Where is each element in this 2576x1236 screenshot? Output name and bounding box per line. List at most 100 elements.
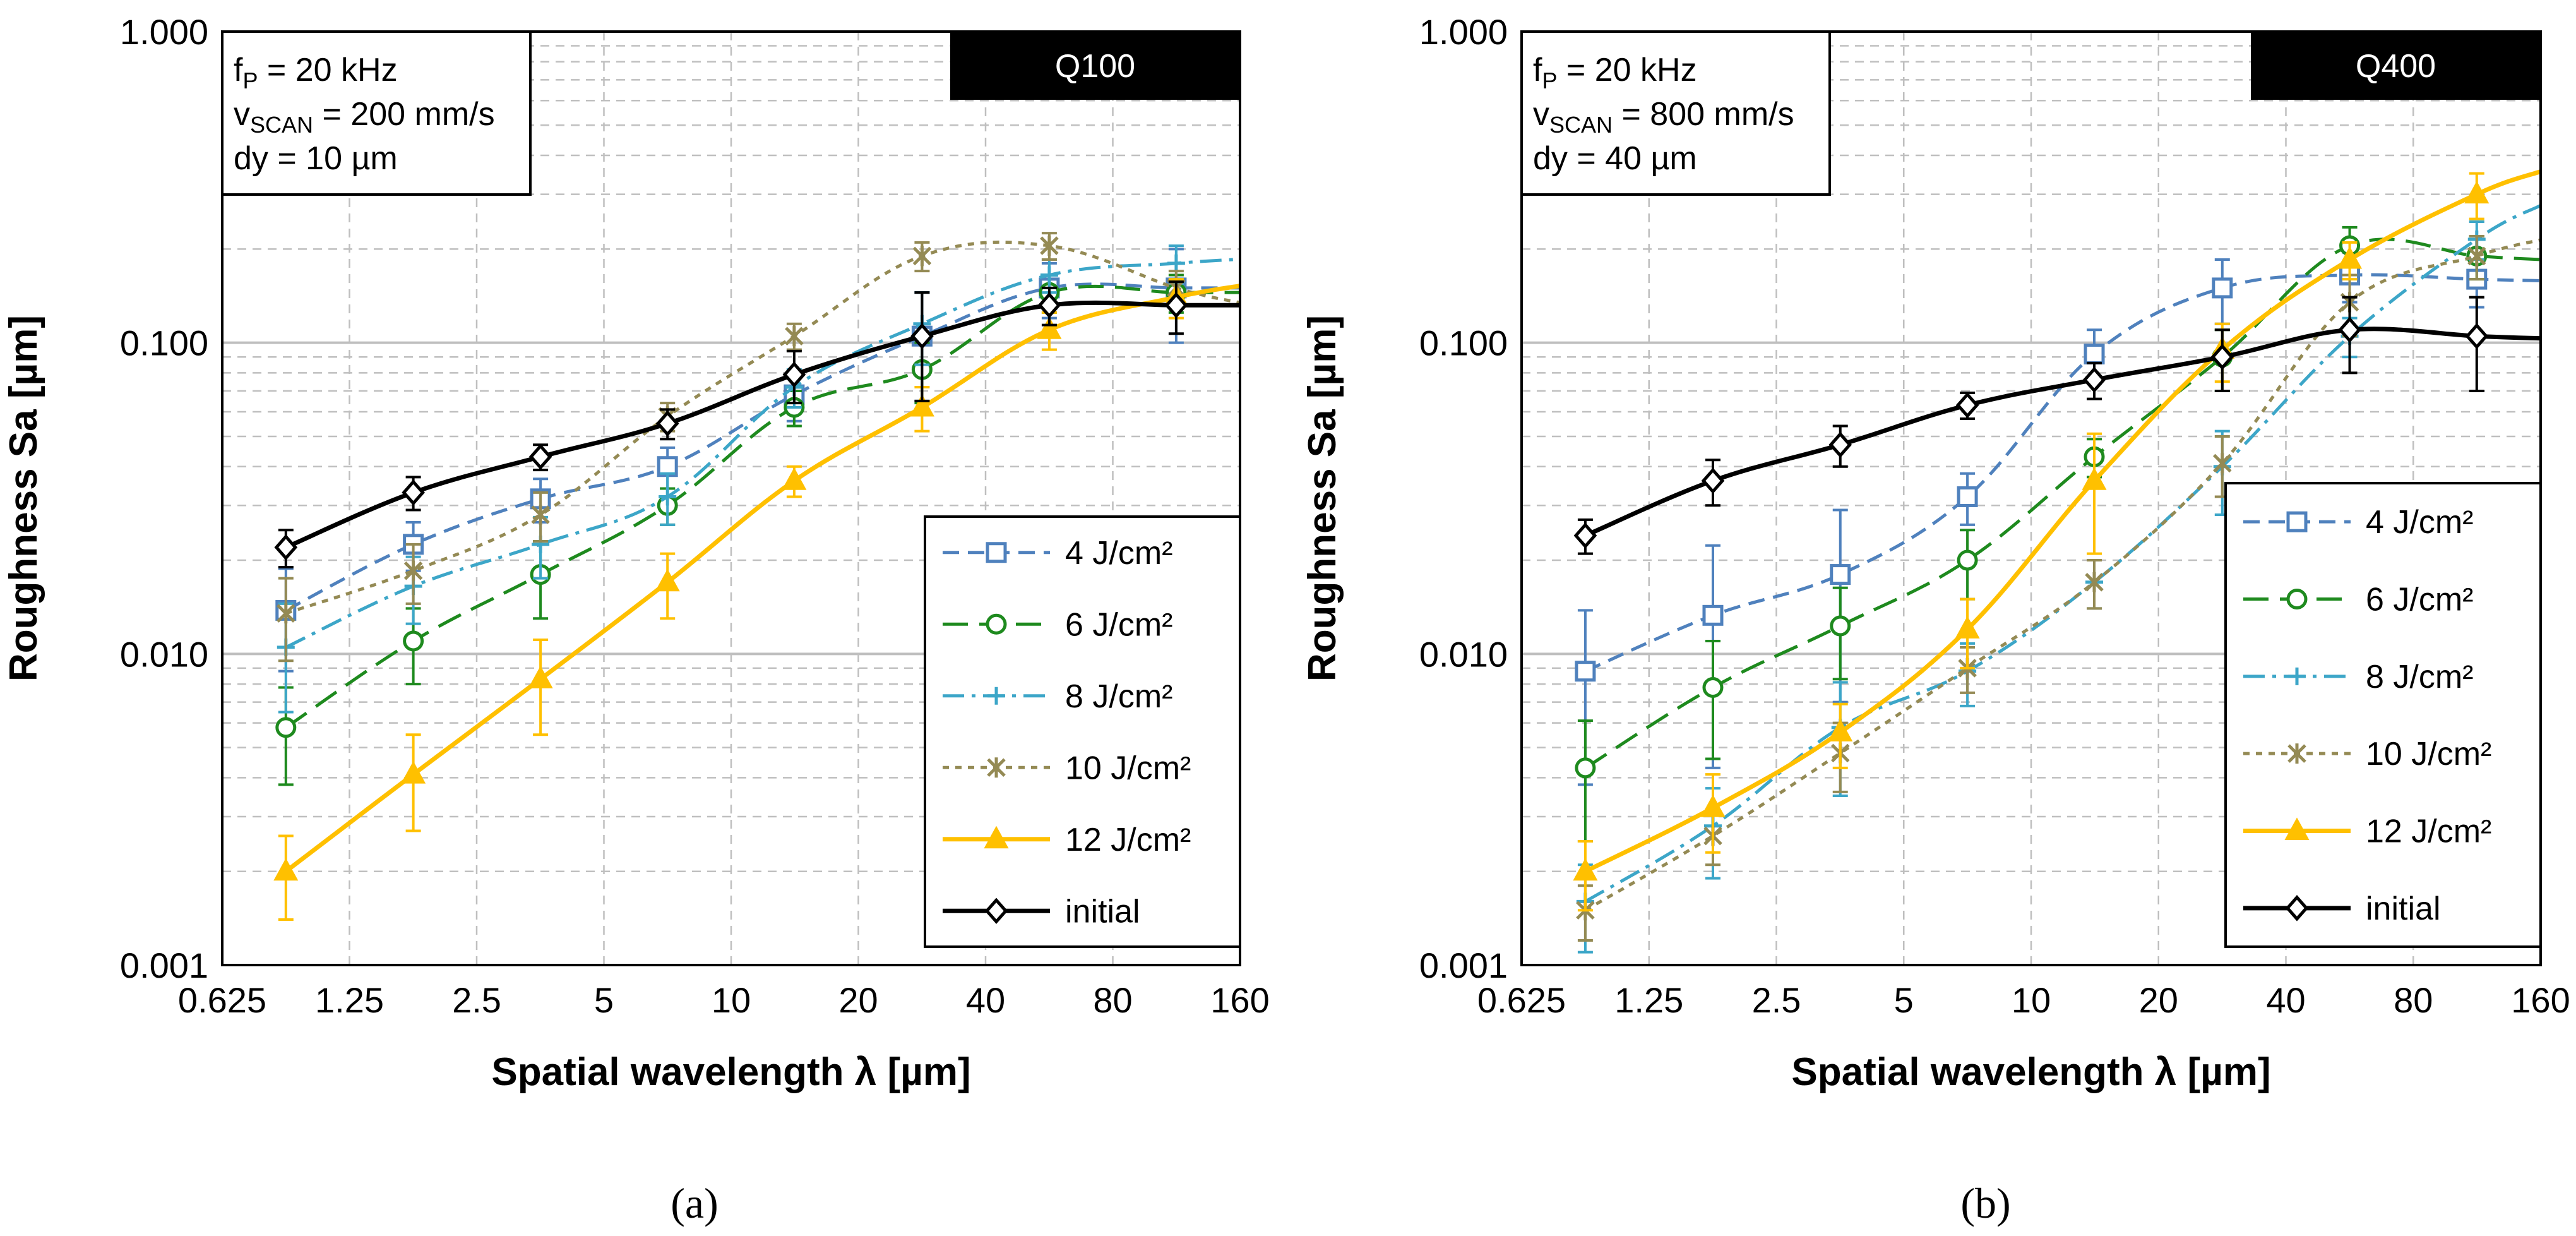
data-point — [1575, 661, 1596, 682]
x-tick-label: 0.625 — [178, 980, 266, 1020]
legend-marker — [2286, 511, 2308, 532]
data-point — [1575, 757, 1596, 779]
scan-speed-text: vSCAN = 800 mm/s — [1533, 96, 1794, 138]
tag-box: Q400 — [2251, 32, 2541, 100]
series-group — [273, 232, 1241, 921]
y-tick-labels: 0.001 0.010 0.100 1.000 — [120, 12, 208, 985]
legend-item: initial — [2243, 891, 2441, 927]
data-point — [782, 361, 806, 388]
legend-marker — [987, 757, 1006, 778]
error-bar — [2087, 432, 2102, 555]
x-tick-label: 160 — [1210, 980, 1269, 1020]
legend-marker — [984, 825, 1009, 849]
data-point — [910, 323, 934, 350]
series-line — [285, 282, 1240, 612]
data-point — [655, 410, 679, 437]
frequency-text: fP = 20 kHz — [1533, 52, 1697, 93]
legend-label: 4 J/cm² — [2366, 504, 2473, 541]
x-tick-label: 40 — [966, 980, 1005, 1020]
error-bar — [1705, 639, 1720, 760]
legend-item: 10 J/cm² — [2243, 736, 2491, 772]
data-point — [1573, 858, 1598, 881]
legend: 4 J/cm² 6 J/cm² 8 J/cm² 10 J/cm² 12 J/cm² ini… — [2224, 482, 2542, 948]
series-initial — [274, 280, 1240, 569]
x-tick-label: 20 — [2139, 980, 2178, 1020]
series-line — [285, 300, 1240, 549]
data-point — [2082, 366, 2106, 393]
x-tick-label: 2.5 — [1752, 980, 1801, 1020]
y-tick-label: 1.000 — [1419, 12, 1508, 52]
legend-marker — [2287, 743, 2306, 764]
x-tick-labels: 0.625 1.25 2.5 5 10 20 40 80 160 — [1477, 980, 2570, 1020]
legend-marker — [986, 613, 1007, 635]
x-axis-title: Spatial wavelength λ [µm] — [1791, 1050, 2270, 1094]
frequency-text: fP = 20 kHz — [234, 52, 398, 93]
gridlines — [222, 32, 1240, 965]
legend-frame — [2224, 482, 2542, 948]
data-point — [1830, 564, 1851, 585]
tag-label: Q400 — [2356, 48, 2436, 85]
data-point — [2213, 453, 2232, 474]
line-spacing-text: dy = 10 µm — [234, 140, 398, 177]
data-point — [1040, 266, 1058, 284]
legend-item: 12 J/cm² — [2243, 813, 2491, 850]
data-point — [2338, 316, 2361, 344]
data-point — [2212, 277, 2233, 299]
legend-item: 8 J/cm² — [943, 678, 1172, 715]
x-tick-label: 2.5 — [452, 980, 501, 1020]
legend-marker — [2285, 895, 2309, 921]
legend-label: 6 J/cm² — [2366, 582, 2473, 618]
tag-box-fill — [950, 32, 1240, 100]
data-point — [1037, 292, 1061, 319]
legend-label: initial — [2366, 891, 2441, 927]
y-tick-label: 0.010 — [120, 634, 208, 674]
y-tick-label: 0.010 — [1419, 634, 1508, 674]
legend-label: 8 J/cm² — [2366, 659, 2473, 695]
data-point — [1700, 795, 1726, 817]
data-point — [655, 568, 680, 592]
legend-label: 4 J/cm² — [1065, 535, 1172, 572]
parameter-box-frame — [1520, 30, 1831, 196]
legend-marker — [2286, 589, 2308, 609]
scan-speed-text: vSCAN = 200 mm/s — [234, 96, 495, 138]
data-point — [1573, 522, 1597, 549]
x-tick-label: 5 — [594, 980, 614, 1020]
series-line — [284, 284, 1241, 873]
legend-marker — [2288, 667, 2306, 685]
legend-label: 6 J/cm² — [1065, 606, 1172, 643]
data-point — [403, 560, 423, 581]
legend-label: initial — [1065, 893, 1140, 930]
tag-box-fill — [2251, 32, 2541, 100]
panel-label: (a) — [671, 1179, 718, 1227]
plot-frame — [221, 30, 1241, 966]
series-line — [1584, 204, 2542, 903]
legend: 4 J/cm² 6 J/cm² 8 J/cm² 10 J/cm² 12 J/cm² ini… — [924, 515, 1241, 948]
data-point — [1702, 604, 1724, 626]
x-tick-labels: 0.625 1.25 2.5 5 10 20 40 80 160 — [178, 980, 1270, 1020]
series-line — [1584, 238, 2541, 912]
legend-label: 10 J/cm² — [2366, 736, 2491, 772]
data-point — [1701, 467, 1725, 495]
data-point — [1955, 616, 1980, 639]
legend-item: 6 J/cm² — [2243, 582, 2473, 618]
data-point — [1955, 392, 1979, 419]
legend-label: 8 J/cm² — [1065, 678, 1172, 715]
data-point — [1167, 254, 1185, 272]
series-line — [1584, 273, 2541, 673]
legend-item: 4 J/cm² — [943, 535, 1172, 572]
data-point — [2085, 572, 2104, 592]
y-axis-title: Roughness Sa [µm] — [2, 315, 45, 681]
data-point — [912, 246, 932, 267]
y-tick-label: 1.000 — [120, 12, 208, 52]
y-tick-label: 0.100 — [1419, 323, 1508, 363]
x-tick-label: 10 — [712, 980, 751, 1020]
data-point — [531, 505, 550, 525]
x-axis-title: Spatial wavelength λ [µm] — [491, 1050, 970, 1094]
data-point — [785, 326, 804, 347]
tag-label: Q100 — [1055, 48, 1135, 85]
